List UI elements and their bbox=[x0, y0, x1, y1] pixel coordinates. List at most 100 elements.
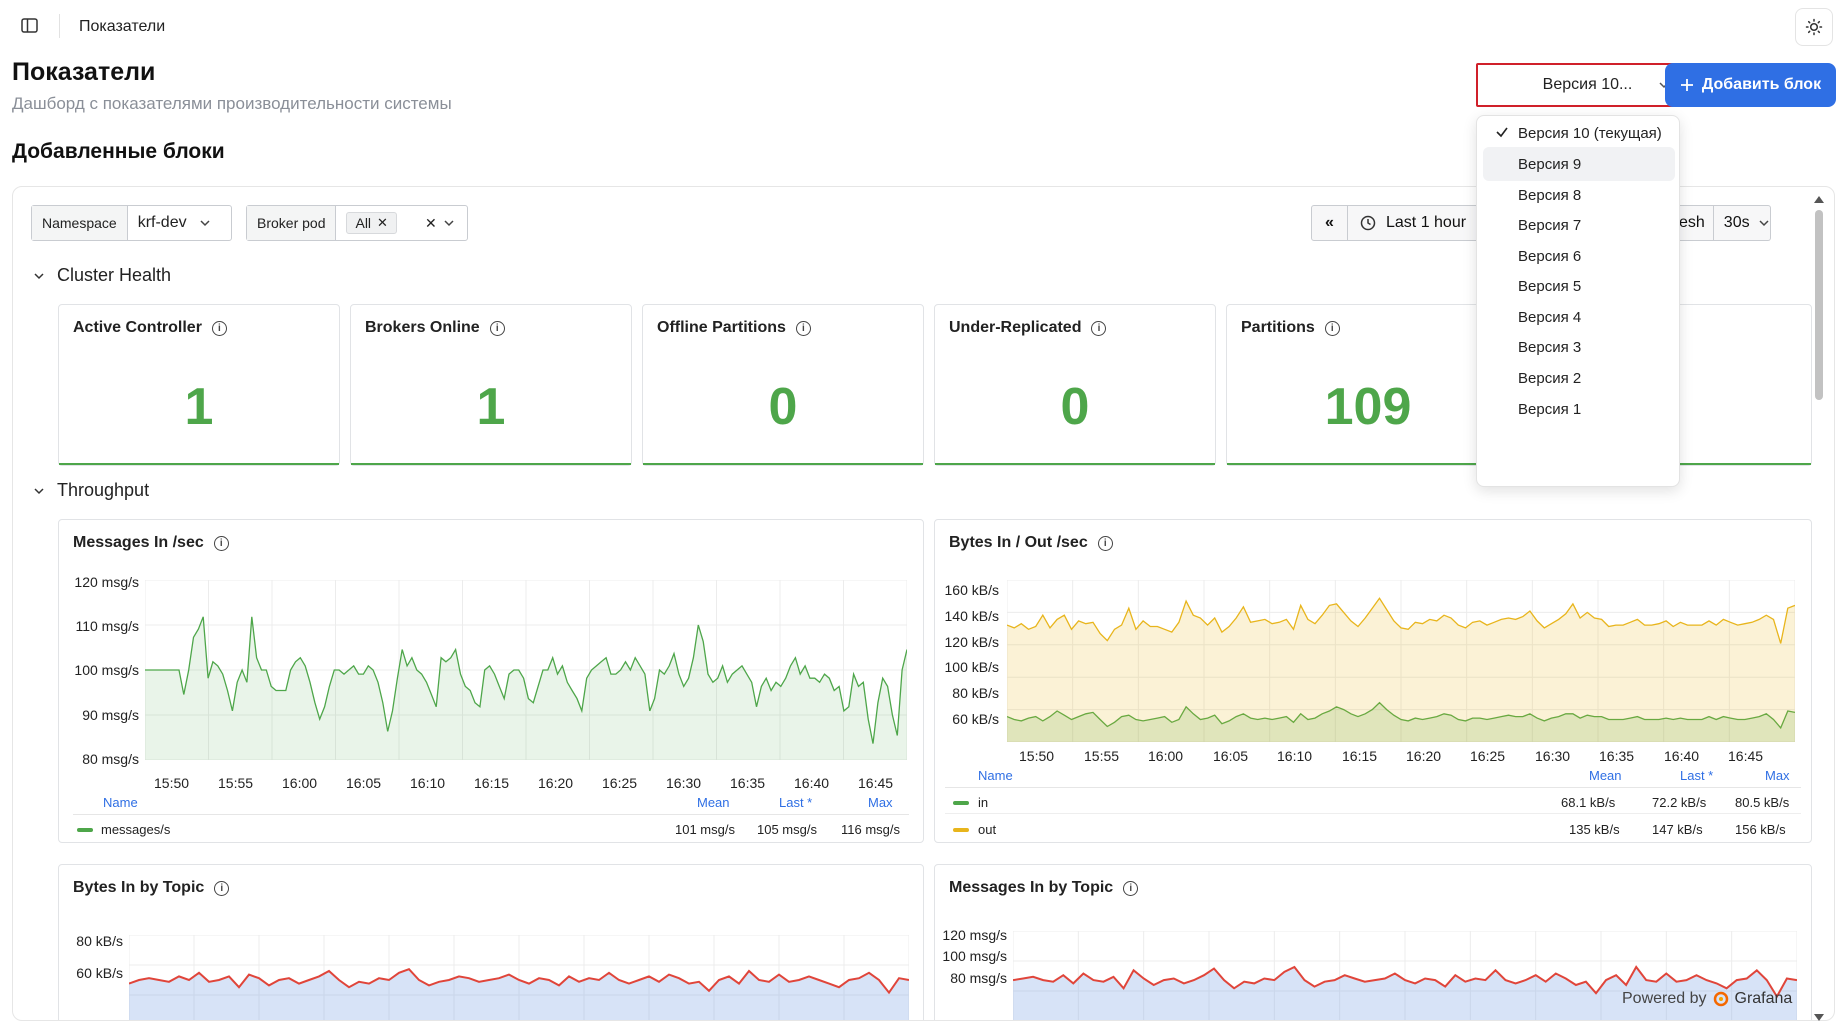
chevron-down-icon bbox=[200, 220, 210, 227]
remove-chip-icon[interactable]: ✕ bbox=[377, 215, 388, 230]
version-option-2[interactable]: Версия 2 bbox=[1483, 361, 1675, 395]
legend-swatch bbox=[953, 828, 969, 832]
legend-header-last[interactable]: Last * bbox=[1680, 768, 1714, 783]
version-option-4[interactable]: Версия 4 bbox=[1483, 300, 1675, 334]
version-option-5[interactable]: Версия 5 bbox=[1483, 269, 1675, 303]
series-line bbox=[129, 968, 909, 995]
info-icon[interactable]: i bbox=[795, 320, 811, 336]
stat-value: 0 bbox=[1060, 378, 1090, 436]
time-range-picker[interactable]: « Last 1 hour bbox=[1311, 205, 1499, 241]
bytes-in-out-chart[interactable] bbox=[1007, 580, 1795, 742]
panel-title: Bytes In / Out /sec bbox=[949, 534, 1088, 551]
x-tick: 16:15 bbox=[474, 775, 510, 791]
namespace-variable[interactable]: Namespace krf-dev bbox=[31, 205, 232, 241]
legend-series-name[interactable]: messages/s bbox=[101, 822, 171, 837]
x-tick: 16:00 bbox=[1148, 748, 1184, 764]
theme-toggle-button[interactable] bbox=[1795, 8, 1833, 46]
y-tick: 120 msg/s bbox=[942, 927, 1007, 943]
info-icon[interactable]: i bbox=[1123, 880, 1139, 896]
version-option-6[interactable]: Версия 6 bbox=[1483, 239, 1675, 273]
series-line bbox=[1013, 965, 1797, 999]
refresh-picker[interactable]: esh 30s bbox=[1673, 205, 1771, 241]
legend-header-name[interactable]: Name bbox=[978, 768, 1013, 783]
row-cluster-health-title: Cluster Health bbox=[57, 265, 172, 285]
version-option-8[interactable]: Версия 8 bbox=[1483, 178, 1675, 212]
stat-panel-active-controller: Active Controller i 1 bbox=[58, 304, 340, 466]
stat-title: Partitions bbox=[1241, 319, 1315, 336]
bytes-in-by-topic-chart[interactable] bbox=[129, 935, 909, 1021]
broker-pod-chip[interactable]: All ✕ bbox=[346, 212, 397, 234]
sun-icon bbox=[1805, 18, 1823, 36]
legend-header-last[interactable]: Last * bbox=[779, 795, 813, 810]
y-tick: 60 kB/s bbox=[76, 965, 123, 981]
x-tick: 16:35 bbox=[730, 775, 766, 791]
version-option-3[interactable]: Версия 3 bbox=[1483, 330, 1675, 364]
x-tick: 15:50 bbox=[154, 775, 190, 791]
plus-icon bbox=[1680, 79, 1693, 91]
breadcrumb[interactable]: Показатели bbox=[79, 18, 166, 35]
broker-pod-value-select[interactable]: All ✕ ✕ bbox=[336, 206, 464, 240]
x-tick: 15:55 bbox=[1084, 748, 1120, 764]
version-option-1[interactable]: Версия 1 bbox=[1483, 392, 1675, 426]
info-icon[interactable]: i bbox=[211, 320, 227, 336]
legend-divider bbox=[73, 814, 909, 815]
x-tick: 16:10 bbox=[410, 775, 446, 791]
info-icon[interactable]: i bbox=[213, 535, 229, 551]
dashboard-scrollbar[interactable] bbox=[1813, 196, 1825, 1026]
panel-messages-in-by-topic: Messages In by Topic i 120 msg/s 100 msg/… bbox=[934, 864, 1812, 1021]
version-select[interactable]: Версия 10... bbox=[1476, 63, 1689, 107]
refresh-interval-select[interactable]: 30s bbox=[1712, 206, 1770, 240]
row-cluster-health[interactable]: Cluster Health bbox=[33, 265, 171, 286]
x-tick: 16:20 bbox=[538, 775, 574, 791]
sidebar-toggle-icon[interactable] bbox=[20, 16, 40, 36]
info-icon[interactable]: i bbox=[1091, 320, 1107, 336]
row-throughput[interactable]: Throughput bbox=[33, 480, 149, 501]
x-tick: 16:05 bbox=[346, 775, 382, 791]
panel-title: Messages In /sec bbox=[73, 534, 204, 551]
panel-title: Bytes In by Topic bbox=[73, 879, 205, 896]
refresh-interval-value: 30s bbox=[1723, 214, 1750, 231]
broker-pod-variable[interactable]: Broker pod All ✕ ✕ bbox=[246, 205, 468, 241]
x-tick: 16:30 bbox=[1535, 748, 1571, 764]
x-tick: 16:25 bbox=[1470, 748, 1506, 764]
messages-in-by-topic-chart[interactable] bbox=[1013, 931, 1797, 1021]
series-line bbox=[1007, 701, 1795, 730]
legend-series-name[interactable]: in bbox=[978, 795, 989, 810]
stat-value: 1 bbox=[184, 378, 214, 436]
version-option-9[interactable]: Версия 9 bbox=[1483, 147, 1675, 181]
info-icon[interactable]: i bbox=[1324, 320, 1340, 336]
namespace-value: krf-dev bbox=[137, 214, 187, 231]
clear-icon[interactable]: ✕ bbox=[424, 214, 437, 231]
legend-series-name[interactable]: out bbox=[978, 822, 997, 837]
stat-value: 1 bbox=[476, 378, 506, 436]
panel-bytes-in-by-topic: Bytes In by Topic i 80 kB/s 60 kB/s bbox=[58, 864, 924, 1021]
check-icon bbox=[1496, 127, 1508, 138]
legend-swatch bbox=[953, 801, 969, 805]
time-range-label: Last 1 hour bbox=[1386, 214, 1467, 231]
messages-in-chart[interactable] bbox=[145, 580, 907, 760]
stat-panel-brokers-online: Brokers Online i 1 bbox=[350, 304, 632, 466]
powered-by[interactable]: Powered by Grafana bbox=[1622, 990, 1792, 1008]
clock-icon bbox=[1360, 215, 1376, 231]
info-icon[interactable]: i bbox=[214, 880, 230, 896]
version-option-7[interactable]: Версия 7 bbox=[1483, 208, 1675, 242]
legend-max: 80.5 kB/s bbox=[1735, 795, 1790, 810]
legend-header-name[interactable]: Name bbox=[103, 795, 138, 810]
legend-header-max[interactable]: Max bbox=[1765, 768, 1790, 783]
version-option-10[interactable]: Версия 10 (текущая) bbox=[1483, 116, 1675, 150]
add-block-button[interactable]: Добавить блок bbox=[1665, 63, 1836, 107]
info-icon[interactable]: i bbox=[489, 320, 505, 336]
page-subtitle: Дашборд с показателями производительност… bbox=[12, 94, 452, 113]
series-line bbox=[1007, 597, 1795, 644]
x-tick: 16:15 bbox=[1342, 748, 1378, 764]
legend-header-max[interactable]: Max bbox=[868, 795, 893, 810]
topbar-divider bbox=[59, 14, 60, 38]
version-option-label: Версия 4 bbox=[1518, 308, 1582, 326]
namespace-value-select[interactable]: krf-dev bbox=[128, 206, 221, 240]
legend-header-mean[interactable]: Mean bbox=[1589, 768, 1622, 783]
stat-panel-under-replicated: Under-Replicated i 0 bbox=[934, 304, 1216, 466]
stat-sparkline bbox=[643, 463, 923, 465]
legend-header-mean[interactable]: Mean bbox=[697, 795, 730, 810]
info-icon[interactable]: i bbox=[1097, 535, 1113, 551]
time-back-button[interactable]: « bbox=[1312, 206, 1348, 240]
